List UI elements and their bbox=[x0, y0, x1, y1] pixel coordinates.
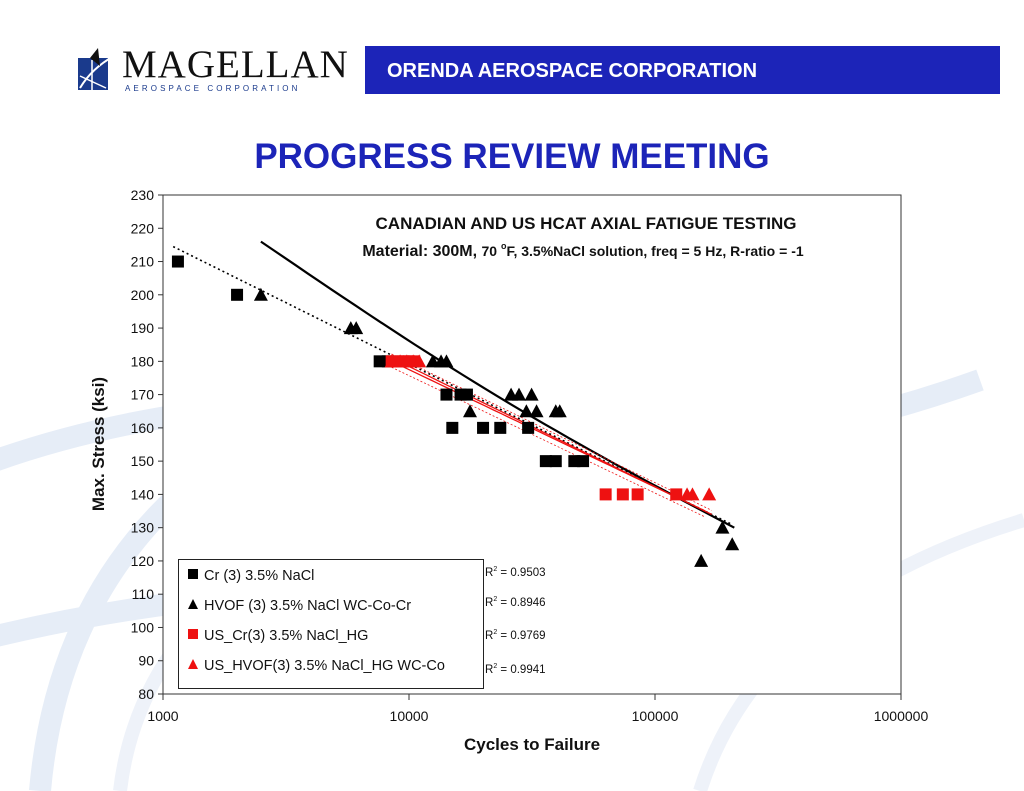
data-point bbox=[552, 404, 567, 418]
data-point bbox=[171, 255, 184, 268]
legend-item-hvof: HVOF (3) 3.5% NaCl WC-Co-Cr bbox=[187, 598, 411, 614]
data-point bbox=[477, 421, 490, 434]
confidence-line bbox=[391, 353, 712, 511]
subtitle-material: Material: 300M, bbox=[362, 243, 481, 260]
y-tick-label: 100 bbox=[131, 619, 155, 635]
subtitle-temperature: 70 bbox=[482, 243, 501, 259]
y-tick-label: 190 bbox=[131, 320, 155, 336]
data-point bbox=[412, 354, 427, 368]
data-point bbox=[439, 354, 454, 368]
data-point bbox=[253, 287, 268, 301]
legend-label: US_HVOF(3) 3.5% NaCl_HG WC-Co bbox=[204, 658, 445, 674]
x-axis-label: Cycles to Failure bbox=[464, 735, 600, 754]
legend-label: HVOF (3) 3.5% NaCl WC-Co-Cr bbox=[204, 598, 412, 614]
r2-cr: R2 = 0.9503 bbox=[485, 566, 546, 579]
r2-us-cr: R2 = 0.9769 bbox=[485, 629, 546, 642]
data-point bbox=[631, 488, 644, 501]
data-point bbox=[685, 487, 700, 501]
logo-name: MAGELLAN bbox=[122, 43, 349, 86]
r2-value: = 0.9503 bbox=[500, 566, 546, 579]
legend-label: US_Cr(3) 3.5% NaCl_HG bbox=[204, 628, 369, 644]
globe-logo-icon bbox=[78, 48, 115, 90]
data-point bbox=[460, 388, 473, 401]
data-point bbox=[446, 421, 459, 434]
legend-square-black-icon bbox=[187, 568, 201, 584]
data-point bbox=[694, 553, 709, 567]
legend-triangle-black-icon bbox=[187, 598, 201, 614]
y-tick-label: 180 bbox=[131, 353, 155, 369]
y-tick-label: 140 bbox=[131, 486, 155, 502]
magellan-logo: MAGELLAN AEROSPACE CORPORATION bbox=[78, 43, 348, 96]
y-tick-label: 160 bbox=[131, 420, 155, 436]
chart-title: CANADIAN AND US HCAT AXIAL FATIGUE TESTI… bbox=[376, 214, 797, 233]
r2-hvof: R2 = 0.8946 bbox=[485, 596, 546, 609]
y-tick-label: 120 bbox=[131, 553, 155, 569]
chart-legend: Cr (3) 3.5% NaCl HVOF (3) 3.5% NaCl WC-C… bbox=[178, 559, 484, 689]
r2-value: = 0.9769 bbox=[500, 629, 546, 642]
banner-text: ORENDA AEROSPACE CORPORATION bbox=[387, 60, 758, 82]
page-title: PROGRESS REVIEW MEETING bbox=[254, 137, 770, 176]
logo-subtitle: AEROSPACE CORPORATION bbox=[125, 84, 301, 93]
y-tick-label: 130 bbox=[131, 520, 155, 536]
legend-square-red-icon bbox=[187, 628, 201, 644]
data-point bbox=[599, 488, 612, 501]
data-point bbox=[512, 387, 527, 401]
legend-triangle-red-icon bbox=[187, 658, 201, 674]
y-tick-label: 210 bbox=[131, 254, 155, 270]
y-tick-label: 80 bbox=[138, 686, 154, 702]
data-point bbox=[231, 288, 244, 301]
data-point bbox=[539, 455, 552, 468]
y-tick-label: 110 bbox=[132, 586, 155, 602]
r2-us-hvof: R2 = 0.9941 bbox=[485, 663, 546, 676]
trendline bbox=[391, 357, 712, 515]
data-point bbox=[440, 388, 453, 401]
subtitle-degree: o bbox=[501, 241, 507, 251]
y-axis-label: Max. Stress (ksi) bbox=[89, 377, 108, 511]
legend-item-us-hvof: US_HVOF(3) 3.5% NaCl_HG WC-Co bbox=[187, 658, 445, 674]
chart-subtitle: Material: 300M, 70 oF, 3.5%NaCl solution… bbox=[362, 241, 804, 260]
y-tick-label: 220 bbox=[131, 220, 155, 236]
y-tick-label: 170 bbox=[131, 387, 155, 403]
y-tick-label: 150 bbox=[131, 453, 155, 469]
x-tick-label: 10000 bbox=[390, 708, 429, 724]
data-point bbox=[549, 455, 562, 468]
x-tick-label: 1000 bbox=[147, 708, 178, 724]
data-point bbox=[670, 488, 683, 501]
subtitle-conditions: F, 3.5%NaCl solution, freq = 5 Hz, R-rat… bbox=[506, 243, 803, 259]
r2-value: = 0.9941 bbox=[500, 663, 546, 676]
data-point bbox=[529, 404, 544, 418]
data-point bbox=[616, 488, 629, 501]
legend-item-us-cr: US_Cr(3) 3.5% NaCl_HG bbox=[187, 628, 368, 644]
r2-value: = 0.8946 bbox=[500, 596, 546, 609]
x-tick-label: 1000000 bbox=[874, 708, 929, 724]
data-point bbox=[519, 404, 534, 418]
trendline bbox=[172, 245, 733, 526]
data-point bbox=[725, 537, 740, 551]
data-point bbox=[522, 421, 535, 434]
data-point bbox=[349, 321, 364, 335]
y-tick-label: 90 bbox=[138, 653, 154, 669]
trendline bbox=[260, 240, 735, 529]
y-tick-label: 230 bbox=[131, 187, 155, 203]
company-banner: ORENDA AEROSPACE CORPORATION bbox=[365, 46, 1000, 94]
data-point bbox=[577, 455, 590, 468]
legend-label: Cr (3) 3.5% NaCl bbox=[204, 568, 315, 584]
data-point bbox=[463, 404, 478, 418]
data-point bbox=[524, 387, 539, 401]
legend-item-cr: Cr (3) 3.5% NaCl bbox=[187, 568, 314, 584]
y-tick-label: 200 bbox=[131, 287, 155, 303]
x-tick-label: 100000 bbox=[632, 708, 679, 724]
data-point bbox=[715, 520, 730, 534]
data-point bbox=[494, 421, 507, 434]
data-point bbox=[702, 487, 717, 501]
